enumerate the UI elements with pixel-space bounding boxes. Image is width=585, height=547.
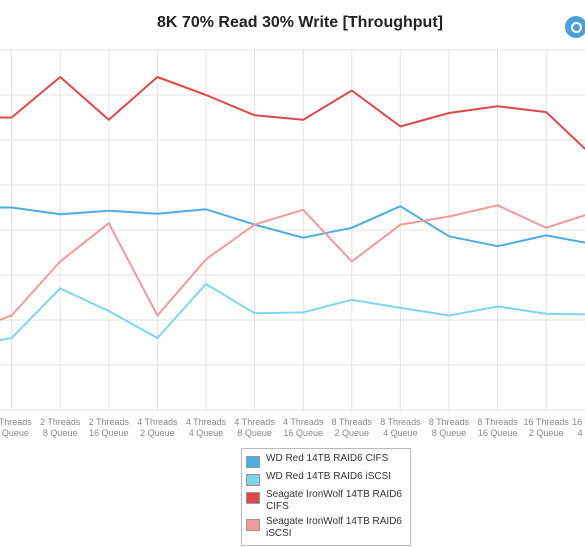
x-tick-label: 8 Threads 8 Queue — [429, 417, 470, 438]
legend-label: Seagate IronWolf 14TB RAID6 iSCSI — [266, 516, 402, 539]
legend-label: Seagate IronWolf 14TB RAID6 CIFS — [266, 489, 402, 512]
legend-item[interactable]: Seagate IronWolf 14TB RAID6 iSCSI — [246, 516, 406, 540]
chart-title: 8K 70% Read 30% Write [Throughput] — [157, 14, 443, 31]
legend-swatch — [246, 474, 260, 486]
series-line-2 — [0, 76, 585, 151]
series-lines — [0, 76, 585, 342]
x-tick-label: 4 Threads 2 Queue — [137, 417, 178, 438]
x-tick-label: 8 Threads 16 Queue — [477, 417, 518, 438]
legend-swatch — [246, 519, 260, 531]
x-tick-label: 4 Threads 4 Queue — [186, 417, 227, 438]
legend-item[interactable]: WD Red 14TB RAID6 iSCSI — [246, 471, 406, 486]
series-line-3 — [0, 204, 585, 321]
x-tick-label: 4 Threads 16 Queue — [283, 417, 324, 438]
series-line-1 — [0, 283, 585, 342]
x-tick-label: 8 Threads 4 Queue — [380, 417, 421, 438]
chart-info-icon[interactable] — [565, 16, 585, 38]
legend-label: WD Red 14TB RAID6 CIFS — [266, 453, 389, 464]
x-tick-label: 16 Threads 2 Queue — [524, 417, 570, 438]
x-tick-label: 8 Threads 2 Queue — [332, 417, 373, 438]
legend: WD Red 14TB RAID6 CIFS WD Red 14TB RAID6 … — [241, 448, 411, 546]
legend-label: WD Red 14TB RAID6 iSCSI — [266, 471, 392, 482]
legend-swatch — [246, 456, 260, 468]
x-tick-label: 4 Threads 8 Queue — [234, 417, 275, 438]
series-line-0 — [0, 205, 585, 248]
x-tick-label: 2 Threads 8 Queue — [40, 417, 81, 438]
gridlines — [0, 49, 585, 411]
x-tick-label: 2 Threads 16 Queue — [89, 417, 130, 438]
legend-item[interactable]: Seagate IronWolf 14TB RAID6 CIFS — [246, 489, 406, 513]
legend-swatch — [246, 492, 260, 504]
legend-item[interactable]: WD Red 14TB RAID6 CIFS — [246, 453, 406, 468]
